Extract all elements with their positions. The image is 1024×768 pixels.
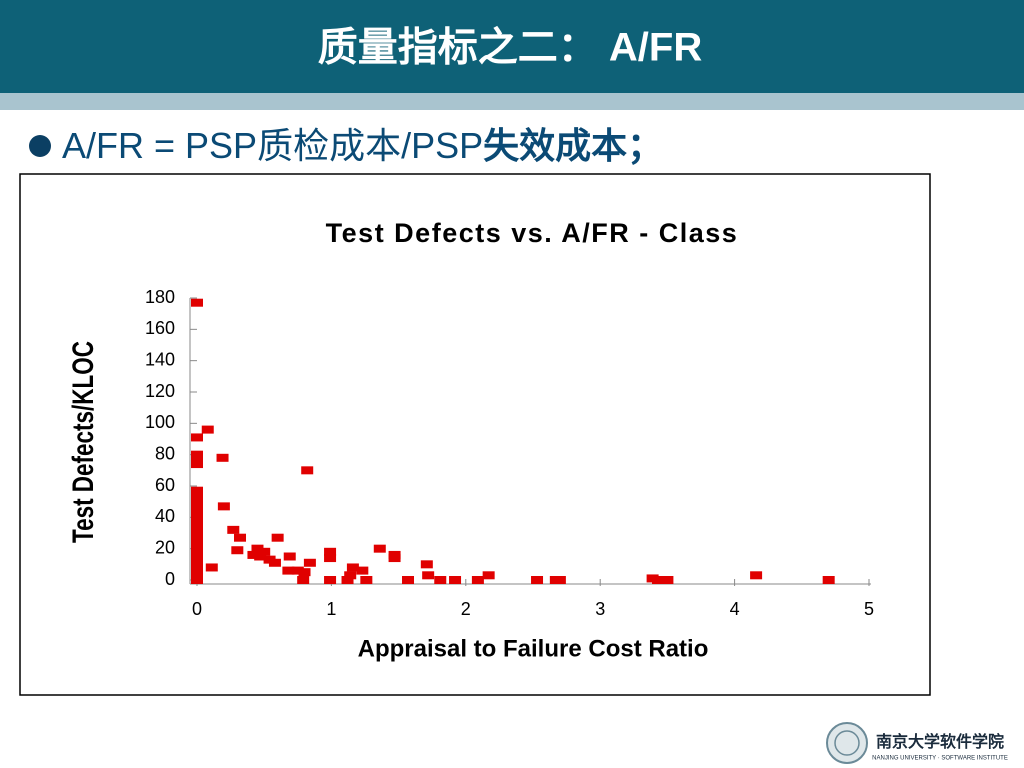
point — [191, 489, 203, 498]
point — [297, 576, 310, 584]
point — [191, 460, 203, 469]
logo-emblem — [826, 722, 868, 764]
point — [434, 576, 447, 584]
point — [356, 566, 369, 575]
y-tick-label: 60 — [155, 475, 175, 495]
point — [388, 554, 401, 563]
bullet-dot — [29, 135, 51, 157]
chart-title: Test Defects vs. A/FR - Class — [326, 218, 739, 248]
point — [422, 571, 435, 580]
point — [283, 552, 296, 561]
point — [324, 576, 337, 584]
x-tick-label: 4 — [730, 599, 740, 619]
point — [420, 560, 433, 569]
chart-frame — [19, 173, 931, 696]
point — [254, 552, 267, 561]
point — [661, 576, 674, 584]
y-tick-label: 100 — [145, 412, 175, 432]
point — [191, 576, 203, 584]
point — [402, 576, 415, 584]
slide-title: 质量指标之二： A/FR — [318, 26, 703, 70]
point — [205, 563, 218, 572]
point — [191, 536, 203, 545]
point — [191, 455, 203, 464]
y-tick-label: 20 — [155, 537, 175, 557]
y-axis-label: Test Defects/KLOC — [66, 341, 100, 543]
point — [227, 525, 240, 534]
point — [258, 547, 271, 556]
logo-emblem-ring — [834, 730, 860, 756]
point — [217, 502, 230, 511]
point — [324, 547, 337, 556]
point — [191, 298, 203, 307]
point — [301, 466, 314, 475]
point — [471, 576, 484, 584]
logo-text: 南京大学软件学院 — [876, 732, 1004, 751]
point — [268, 558, 281, 567]
x-axis-label: Appraisal to Failure Cost Ratio — [358, 635, 709, 662]
point — [191, 552, 203, 561]
point — [553, 576, 566, 584]
point — [191, 521, 203, 530]
point — [531, 576, 544, 584]
y-tick-label: 80 — [155, 443, 175, 463]
point — [750, 571, 763, 580]
point — [216, 453, 229, 462]
point — [344, 571, 357, 580]
point — [822, 576, 835, 584]
point — [191, 560, 203, 569]
point — [191, 505, 203, 514]
point — [298, 568, 311, 577]
point — [651, 576, 664, 584]
point — [231, 546, 244, 555]
point — [191, 497, 203, 506]
point — [191, 433, 203, 442]
x-tick-label: 1 — [326, 599, 336, 619]
logo-subtext: NANJING UNIVERSITY · SOFTWARE INSTITUTE — [872, 756, 1008, 762]
point — [191, 529, 203, 537]
point — [303, 558, 316, 567]
point — [191, 568, 203, 577]
point — [324, 554, 337, 563]
logo: 南京大学软件学院 NANJING UNIVERSITY · SOFTWARE I… — [826, 722, 1008, 764]
point — [360, 576, 373, 584]
y-tick-label: 120 — [145, 381, 175, 401]
point — [449, 576, 462, 584]
point — [191, 450, 203, 459]
y-tick-label: 140 — [145, 349, 175, 369]
point — [346, 563, 359, 572]
point — [247, 550, 260, 559]
x-tick-label: 2 — [461, 599, 471, 619]
point — [191, 544, 203, 553]
y-tick-label: 40 — [155, 506, 175, 526]
header-band — [0, 93, 1024, 110]
header-bar — [0, 0, 1024, 93]
point — [191, 513, 203, 522]
bullet-part: A/FR = PSP质检成本/PSP — [62, 125, 483, 166]
bullet-text: A/FR = PSP质检成本/PSP失效成本； — [62, 125, 663, 166]
point — [234, 533, 247, 542]
x-tick-label: 3 — [595, 599, 605, 619]
point — [291, 566, 304, 575]
point — [251, 544, 264, 553]
bullet-part: 失效成本； — [483, 125, 663, 166]
y-tick-label: 160 — [145, 318, 175, 338]
y-tick-label: 0 — [165, 569, 175, 589]
x-tick-label: 5 — [864, 599, 874, 619]
y-tick-label: 180 — [145, 287, 175, 307]
x-tick-label: 0 — [192, 599, 202, 619]
point — [482, 571, 495, 580]
point — [282, 566, 295, 575]
point — [271, 533, 284, 542]
point — [373, 544, 386, 553]
point — [341, 576, 354, 584]
point — [201, 425, 214, 434]
